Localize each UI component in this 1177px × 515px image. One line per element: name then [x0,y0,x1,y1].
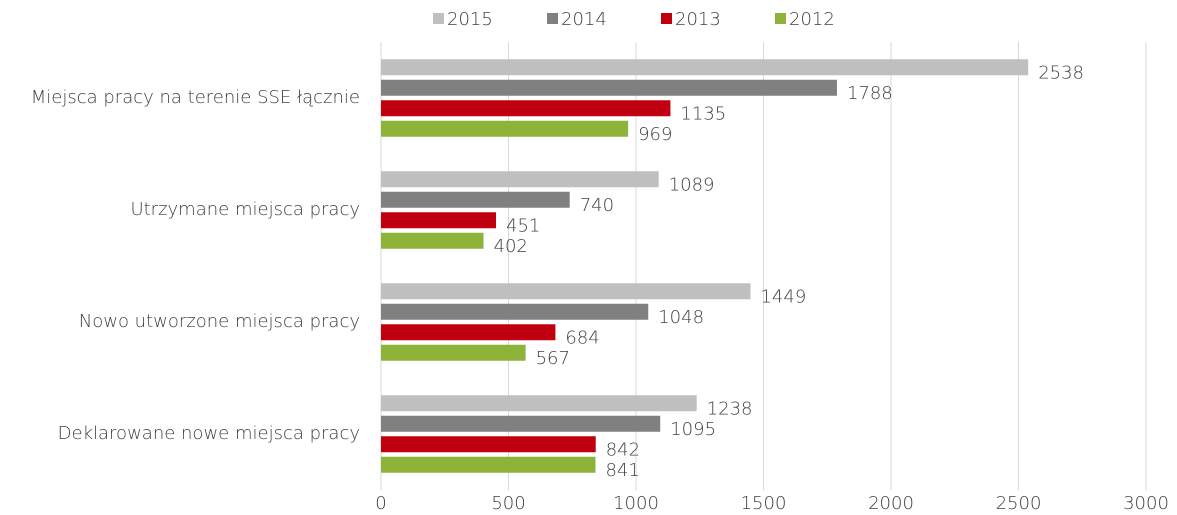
x-tick-label: 500 [491,493,525,514]
category-label: Utrzymane miejsca pracy [130,199,360,220]
bar [381,191,570,208]
x-tick-label: 2000 [868,493,914,514]
legend-label: 2015 [447,9,493,30]
value-label: 1788 [847,83,893,104]
value-label: 1449 [760,286,806,307]
value-label: 2538 [1038,62,1084,83]
value-label: 842 [606,439,640,460]
category-label: Miejsca pracy na terenie SSE łącznie [31,87,360,108]
value-label: 1135 [680,103,726,124]
bar [381,324,556,341]
bar [381,79,837,96]
legend-label: 2012 [789,9,835,30]
value-label: 841 [605,460,639,481]
bar [381,344,526,361]
bar [381,171,659,188]
bar [381,415,661,432]
bar [381,212,497,229]
x-tick-label: 3000 [1123,493,1169,514]
value-label: 402 [494,236,528,257]
legend-swatch [547,13,558,24]
bar [381,436,596,453]
bar [381,120,629,137]
value-label: 1238 [707,398,753,419]
value-label: 684 [565,327,599,348]
value-label: 1048 [658,307,704,328]
bar [381,456,596,473]
value-label: 451 [506,215,540,236]
legend-label: 2013 [675,9,721,30]
value-label: 1089 [669,174,715,195]
legend-swatch [661,13,672,24]
value-label: 969 [638,124,672,145]
x-tick-label: 1500 [741,493,787,514]
value-label: 1095 [670,419,716,440]
bar [381,395,697,412]
legend-swatch [775,13,786,24]
bar [381,283,751,300]
value-label: 740 [580,195,614,216]
bar [381,303,649,320]
value-label: 567 [536,348,570,369]
x-tick-label: 1000 [613,493,659,514]
legend-swatch [433,13,444,24]
category-label: Nowo utworzone miejsca pracy [79,311,360,332]
x-tick-label: 0 [375,493,386,514]
bar [381,59,1029,76]
bar [381,232,484,249]
legend-label: 2014 [561,9,607,30]
category-label: Deklarowane nowe miejsca pracy [58,423,360,444]
x-tick-label: 2500 [996,493,1042,514]
bar [381,100,671,117]
